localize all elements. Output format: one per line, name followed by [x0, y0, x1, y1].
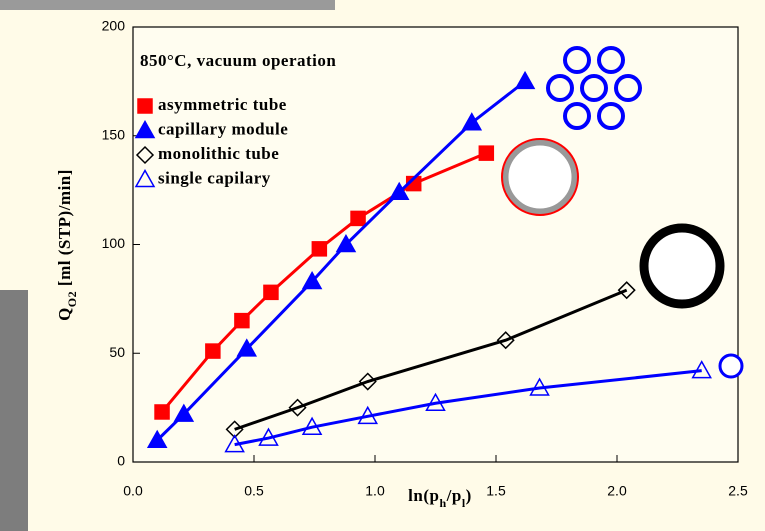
sem-image-strip	[0, 290, 28, 531]
chart-title: 850°C, vacuum operation	[140, 51, 336, 70]
y-tick-label: 0	[117, 453, 125, 469]
x-tick-label: 0.5	[244, 483, 264, 499]
y-tick-label: 200	[102, 18, 126, 34]
monolithic-tube-icon	[644, 228, 720, 304]
x-tick-label: 1.0	[365, 483, 385, 499]
x-axis-label-part: ln(p	[408, 486, 439, 505]
y-axis-label: QO2 [ml (STP)/min]	[55, 169, 79, 321]
chart: 850°C, vacuum operation 0 50 100 150 200 0.0 0…	[0, 0, 765, 531]
x-tick-label: 1.5	[486, 483, 506, 499]
legend-marker	[138, 99, 152, 113]
asymmetric-tube-icon	[505, 142, 575, 212]
y-axis-label-part: Q	[55, 307, 74, 321]
marker-square	[155, 405, 169, 419]
x-axis-label-part: h	[439, 496, 446, 510]
marker-square	[264, 285, 278, 299]
page: {"chart_data": {"type": "line", "title":…	[0, 0, 765, 531]
y-tick-label: 150	[102, 126, 126, 142]
x-tick-label: 0.0	[123, 483, 143, 499]
marker-square	[479, 146, 493, 160]
x-tick-label: 2.5	[728, 483, 748, 499]
x-axis-label-part: /p	[446, 486, 462, 505]
marker-square	[206, 344, 220, 358]
y-axis-label-part: [ml (STP)/min]	[55, 169, 74, 291]
marker-square	[312, 242, 326, 256]
single-capillary-icon	[720, 355, 742, 377]
y-tick-label: 50	[109, 344, 125, 360]
marker-square	[235, 314, 249, 328]
legend-label: capillary module	[158, 119, 288, 138]
x-tick-label: 2.0	[607, 483, 627, 499]
legend-label: single capilary	[158, 168, 271, 187]
y-axis-label-part: O2	[65, 291, 79, 307]
x-axis-label: ln(ph/pl)	[408, 486, 472, 510]
top-strip	[0, 0, 335, 10]
legend-label: monolithic tube	[158, 144, 279, 163]
marker-square	[351, 211, 365, 225]
legend-label: asymmetric tube	[158, 95, 287, 114]
y-tick-label: 100	[102, 235, 126, 251]
x-axis-label-part: )	[466, 486, 472, 505]
